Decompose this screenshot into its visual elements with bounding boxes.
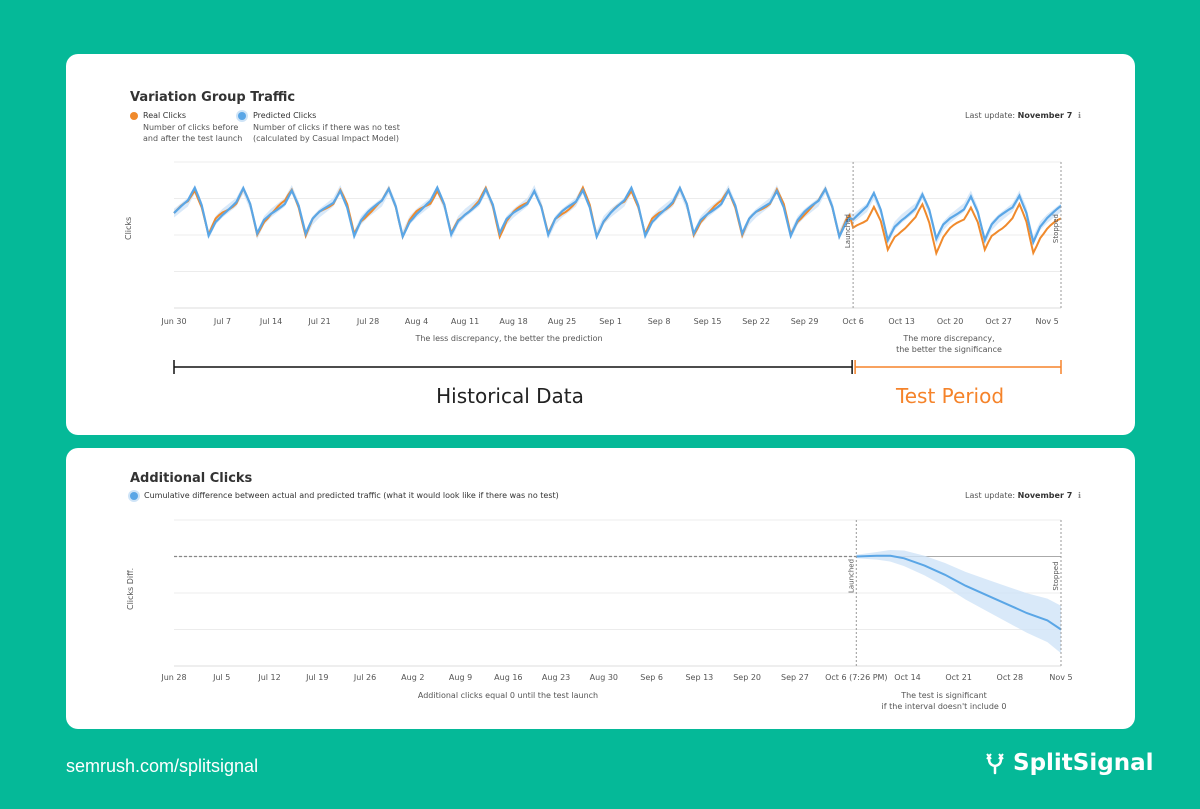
x-tick-label: Aug 23 [542, 673, 570, 682]
x-tick-label: Jun 28 [160, 673, 186, 682]
test-period-label: Test Period [895, 384, 1005, 408]
x-tick-label: Aug 4 [405, 317, 428, 326]
x-tick-label: Jun 30 [160, 317, 186, 326]
brand-logo: SplitSignal [983, 750, 1153, 776]
marker-label-stopped: Stopped [1052, 214, 1060, 243]
x-tick-label: Oct 6 (7:26 PM) [825, 673, 887, 682]
x-tick-label: Sep 27 [781, 673, 809, 682]
footer-url[interactable]: semrush.com/splitsignal [66, 756, 259, 776]
predicted-clicks-legend-dot [238, 112, 246, 120]
x-tick-label: Sep 29 [791, 317, 819, 326]
x-tick-label: Jul 12 [257, 673, 280, 682]
cumulative-legend-dot [130, 492, 138, 500]
last-update-label: Last update: [965, 111, 1016, 120]
last-update-value: November 7 [1017, 491, 1073, 500]
note-left: Additional clicks equal 0 until the test… [417, 691, 599, 700]
x-tick-label: Aug 25 [548, 317, 576, 326]
last-update: Last update: November 7 ℹ [965, 111, 1081, 120]
real-clicks-legend-dot [130, 112, 138, 120]
marker-label-stopped: Stopped [1052, 561, 1060, 590]
note-left: The less discrepancy, the better the pre… [415, 334, 603, 343]
legend-pred-desc1: Number of clicks if there was no test [253, 123, 400, 132]
x-tick-label: Aug 18 [499, 317, 527, 326]
marker-label-launched: Launched [844, 214, 852, 248]
last-update: Last update: November 7 ℹ [965, 491, 1081, 500]
x-tick-label: Jul 28 [356, 317, 379, 326]
x-tick-label: Aug 2 [401, 673, 424, 682]
prediction-interval-band [174, 185, 1061, 245]
x-tick-label: Nov 5 [1049, 673, 1072, 682]
x-tick-label: Jul 7 [213, 317, 231, 326]
variation-group-traffic-card: Variation Group Traffic Real Clicks Numb… [66, 54, 1135, 435]
x-tick-label: Sep 15 [694, 317, 722, 326]
cumulative-diff-line [856, 554, 1062, 631]
card-title: Additional Clicks [130, 471, 253, 486]
x-tick-label: Sep 22 [742, 317, 770, 326]
x-tick-label: Jul 26 [353, 673, 376, 682]
x-tick-label: Sep 8 [648, 317, 671, 326]
note-right-line1: The more discrepancy, [903, 334, 995, 343]
note-right-line2: the better the significance [896, 345, 1002, 354]
x-tick-label: Sep 13 [685, 673, 713, 682]
x-tick-label: Sep 6 [640, 673, 663, 682]
brand-name: SplitSignal [1013, 750, 1154, 776]
x-tick-label: Jul 5 [212, 673, 230, 682]
marker-label-launched: Launched [847, 559, 855, 593]
card-title: Variation Group Traffic [130, 90, 296, 105]
legend-desc: Cumulative difference between actual and… [144, 491, 559, 500]
x-tick-label: Aug 11 [451, 317, 479, 326]
x-tick-label: Oct 20 [937, 317, 964, 326]
x-tick-label: Aug 30 [590, 673, 618, 682]
additional-clicks-card: Additional Clicks Cumulative difference … [66, 448, 1135, 729]
x-tick-label: Oct 21 [945, 673, 972, 682]
legend-real-desc1: Number of clicks before [143, 123, 239, 132]
x-tick-label: Oct 13 [888, 317, 915, 326]
legend-pred-desc2: (calculated by Casual Impact Model) [253, 134, 400, 143]
last-update-label: Last update: [965, 491, 1016, 500]
x-tick-label: Sep 1 [599, 317, 622, 326]
x-tick-label: Oct 14 [894, 673, 921, 682]
x-tick-label: Oct 6 [842, 317, 863, 326]
legend-real-desc2: and after the test launch [143, 134, 243, 143]
legend-real-title: Real Clicks [143, 111, 187, 120]
legend-pred-title: Predicted Clicks [253, 111, 317, 120]
x-tick-label: Nov 5 [1036, 317, 1059, 326]
predicted-clicks-line [173, 185, 1062, 246]
historical-data-label: Historical Data [436, 384, 584, 408]
confidence-interval-band [856, 550, 1061, 654]
x-tick-label: Aug 9 [449, 673, 472, 682]
additional-clicks-chart: Jun 28 Jul 5 Jul 12 Jul 19 Jul 26 Aug 2 Aug 9 A… [160, 519, 1073, 682]
last-update-value: November 7 [1017, 111, 1073, 120]
x-tick-label: Oct 27 [985, 317, 1012, 326]
x-tick-label: Jul 19 [305, 673, 328, 682]
x-tick-label: Jul 21 [307, 317, 330, 326]
x-tick-label: Oct 28 [997, 673, 1024, 682]
x-tick-label: Sep 20 [733, 673, 761, 682]
x-tick-label: Jul 14 [259, 317, 282, 326]
traffic-line-chart: Jun 30 Jul 7 Jul 14 Jul 21 Jul 28 Aug 4 Aug 11… [160, 161, 1062, 374]
note-right-line1: The test is significant [901, 691, 987, 700]
real-clicks-line [173, 185, 1062, 257]
info-icon[interactable]: ℹ [1077, 491, 1081, 500]
note-right-line2: if the interval doesn't include 0 [881, 702, 1007, 711]
splitsignal-logo-icon [986, 753, 1004, 775]
x-tick-label: Aug 16 [494, 673, 522, 682]
info-icon[interactable]: ℹ [1077, 111, 1081, 120]
